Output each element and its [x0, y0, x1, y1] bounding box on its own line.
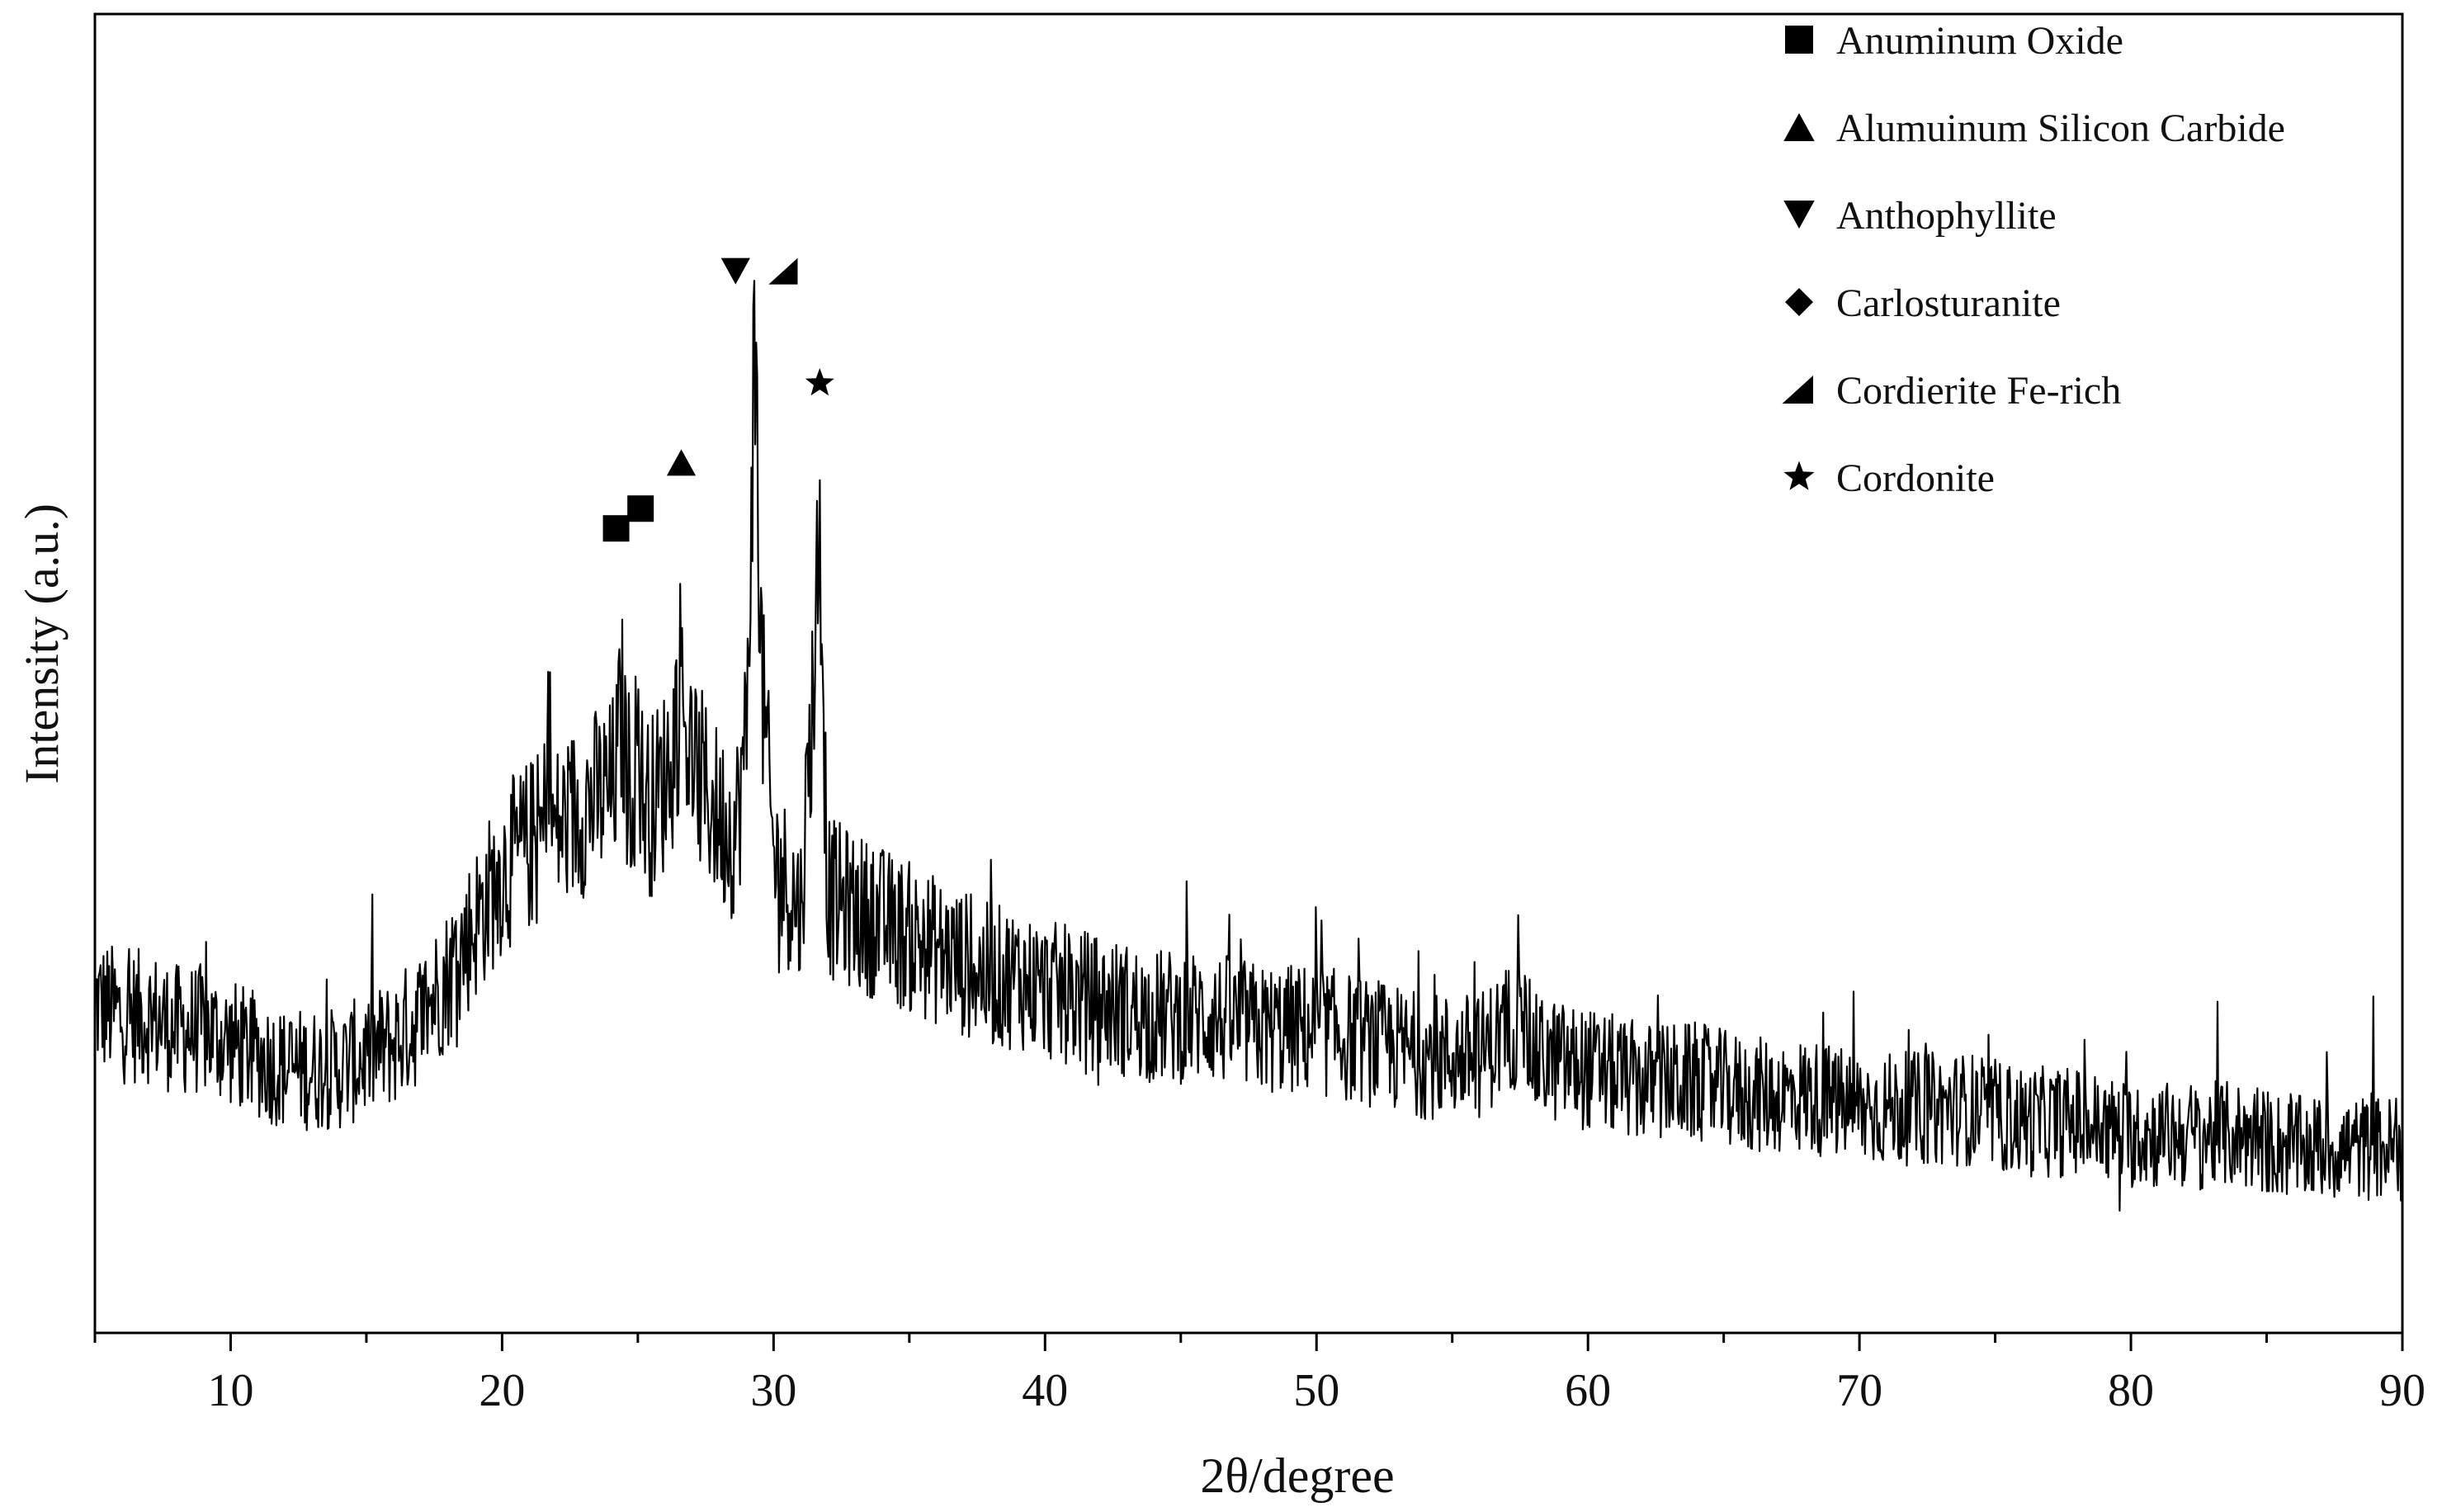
plot-frame — [93, 12, 2404, 1335]
peak-marker-triangle-up — [666, 449, 697, 476]
x-tick-label: 50 — [1293, 1365, 1339, 1416]
xrd-intensity-line — [93, 280, 2403, 1212]
x-tick-label: 80 — [2108, 1365, 2154, 1416]
peak-marker-square — [627, 495, 654, 522]
x-tick-label: 20 — [479, 1365, 525, 1416]
peak-marker-square — [602, 515, 630, 542]
legend-label: Cordierite Fe-rich — [1836, 369, 2121, 413]
peak-marker-triangle-down — [720, 258, 750, 285]
peak-markers — [602, 258, 834, 542]
legend-label: Anuminum Oxide — [1836, 19, 2123, 63]
x-tick-label: 60 — [1565, 1365, 1611, 1416]
x-tick-label: 40 — [1022, 1365, 1068, 1416]
x-axis-label: 2θ/degree — [1200, 1448, 1394, 1503]
x-tick-label: 30 — [750, 1365, 796, 1416]
x-tick-label: 70 — [1836, 1365, 1882, 1416]
legend: Anuminum Oxide Alumuinum Silicon Carbide A… — [1782, 19, 2285, 500]
legend-label: Carlosturanite — [1836, 281, 2061, 325]
legend-marker-right-triangle — [1782, 376, 1813, 404]
y-axis-label: Intensity (a.u.) — [15, 503, 68, 784]
legend-marker-triangle-down — [1783, 201, 1815, 229]
legend-label: Cordonite — [1836, 456, 1995, 500]
x-axis-ticks: 10 20 30 40 50 60 70 80 90 — [93, 1333, 2425, 1416]
peak-marker-star — [805, 368, 834, 396]
legend-label: Anthophyllite — [1836, 194, 2057, 238]
x-tick-label: 90 — [2379, 1365, 2425, 1416]
x-tick-label: 10 — [207, 1365, 253, 1416]
legend-marker-triangle-up — [1783, 113, 1815, 141]
legend-label: Alumuinum Silicon Carbide — [1836, 106, 2285, 150]
peak-marker-right-triangle — [768, 258, 798, 285]
legend-marker-star — [1783, 461, 1815, 490]
legend-marker-square — [1785, 26, 1813, 54]
legend-marker-diamond — [1785, 288, 1813, 316]
